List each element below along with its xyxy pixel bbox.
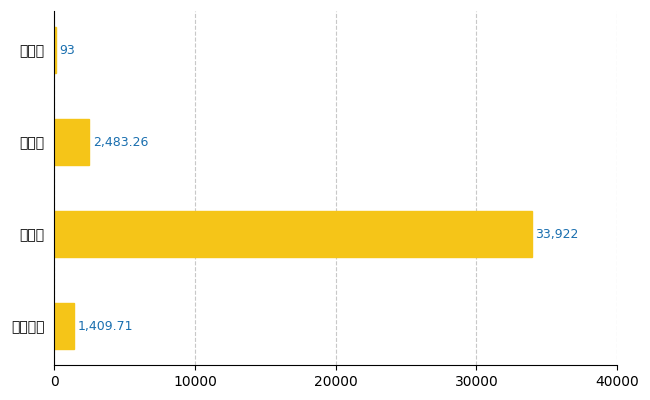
Text: 33,922: 33,922 xyxy=(535,228,578,241)
Bar xyxy=(55,27,56,73)
Bar xyxy=(55,119,89,165)
Text: 93: 93 xyxy=(59,44,75,57)
Bar xyxy=(55,303,74,349)
Text: 2,483.26: 2,483.26 xyxy=(93,136,148,149)
Text: 1,409.71: 1,409.71 xyxy=(78,320,133,332)
Bar xyxy=(55,211,532,257)
